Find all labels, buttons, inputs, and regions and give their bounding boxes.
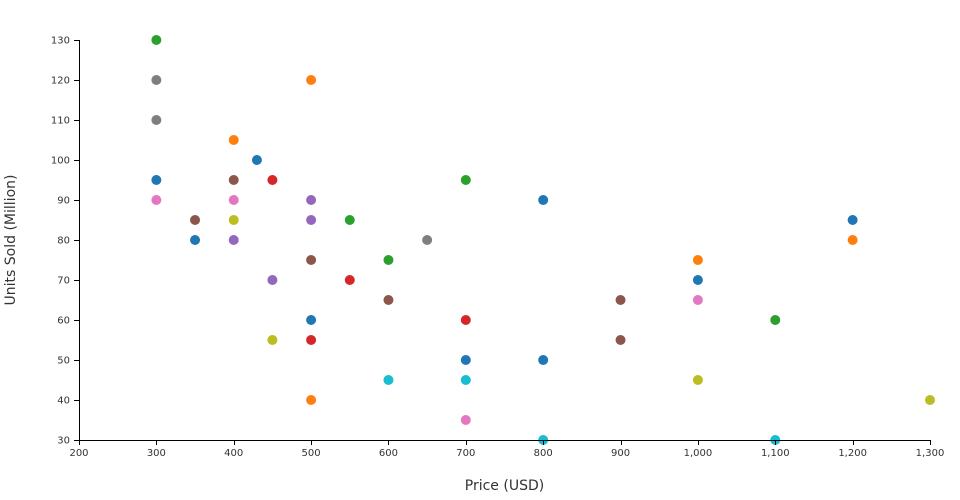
data-point[interactable] <box>383 295 394 305</box>
data-point[interactable] <box>228 175 239 185</box>
y-tick-label: 40 <box>57 396 70 407</box>
data-point[interactable] <box>460 315 471 325</box>
series-10 <box>383 375 781 445</box>
data-point[interactable] <box>460 175 471 185</box>
data-point[interactable] <box>925 395 935 405</box>
data-point[interactable] <box>692 375 703 385</box>
data-point[interactable] <box>538 195 549 205</box>
data-point[interactable] <box>692 255 703 265</box>
data-point[interactable] <box>151 115 162 125</box>
data-point[interactable] <box>422 235 433 245</box>
data-point[interactable] <box>344 215 355 225</box>
y-tick-label: 70 <box>57 276 70 287</box>
series-7 <box>151 195 703 425</box>
y-tick-label: 90 <box>57 196 70 207</box>
x-tick-label: 800 <box>534 448 553 459</box>
x-axis-ticks: 200 300 400 500 600 700 800 900 1,000 1,100 1,200 1… <box>69 440 944 459</box>
data-point[interactable] <box>228 195 239 205</box>
x-tick-label: 1,200 <box>838 448 867 459</box>
data-point[interactable] <box>460 375 471 385</box>
data-point[interactable] <box>267 275 278 285</box>
series-1 <box>151 155 858 365</box>
series-5 <box>228 195 317 285</box>
x-tick-label: 600 <box>379 448 398 459</box>
data-point[interactable] <box>306 395 317 405</box>
data-point[interactable] <box>190 235 201 245</box>
x-tick-label: 1,100 <box>761 448 790 459</box>
data-point[interactable] <box>615 335 626 345</box>
y-tick-label: 80 <box>57 236 70 247</box>
data-point[interactable] <box>306 215 317 225</box>
x-tick-label: 1,300 <box>916 448 945 459</box>
data-point[interactable] <box>383 255 394 265</box>
data-point[interactable] <box>460 355 471 365</box>
y-tick-label: 110 <box>51 116 70 127</box>
series-6 <box>190 175 626 345</box>
y-tick-label: 50 <box>57 356 70 367</box>
data-point[interactable] <box>151 195 162 205</box>
series-4 <box>267 175 471 345</box>
y-tick-label: 130 <box>51 36 70 47</box>
y-axis-title: Units Sold (Million) <box>3 175 19 306</box>
x-tick-label: 300 <box>147 448 166 459</box>
data-point[interactable] <box>151 175 162 185</box>
data-point[interactable] <box>692 275 703 285</box>
data-point[interactable] <box>190 215 201 225</box>
data-point[interactable] <box>615 295 626 305</box>
x-tick-label: 700 <box>456 448 475 459</box>
series-9 <box>228 215 935 405</box>
data-point[interactable] <box>847 215 858 225</box>
data-point[interactable] <box>306 315 317 325</box>
data-point[interactable] <box>538 355 549 365</box>
y-tick-label: 120 <box>51 76 70 87</box>
x-tick-label: 900 <box>611 448 630 459</box>
y-tick-label: 100 <box>51 156 70 167</box>
x-axis-title: Price (USD) <box>465 478 544 494</box>
data-point[interactable] <box>306 255 317 265</box>
y-tick-label: 30 <box>57 436 70 447</box>
data-point[interactable] <box>267 175 278 185</box>
y-axis-ticks: 30 40 50 60 70 80 90 100 110 120 130 <box>51 36 79 447</box>
series-3 <box>151 35 781 325</box>
x-tick-label: 400 <box>224 448 243 459</box>
data-point[interactable] <box>847 235 858 245</box>
data-point[interactable] <box>151 75 162 85</box>
data-point[interactable] <box>228 215 239 225</box>
x-tick-label: 200 <box>69 448 88 459</box>
data-point[interactable] <box>770 315 781 325</box>
x-tick-label: 1,000 <box>684 448 713 459</box>
series-2 <box>228 75 858 405</box>
data-point[interactable] <box>306 75 317 85</box>
data-point[interactable] <box>228 135 239 145</box>
y-tick-label: 60 <box>57 316 70 327</box>
x-tick-label: 500 <box>302 448 321 459</box>
data-point[interactable] <box>344 275 355 285</box>
data-point[interactable] <box>251 155 262 165</box>
data-point[interactable] <box>151 35 162 45</box>
data-point[interactable] <box>306 335 317 345</box>
data-point[interactable] <box>306 195 317 205</box>
data-points <box>151 35 935 445</box>
data-point[interactable] <box>267 335 278 345</box>
data-point[interactable] <box>460 415 471 425</box>
series-8 <box>151 75 433 245</box>
data-point[interactable] <box>228 235 239 245</box>
data-point[interactable] <box>692 295 703 305</box>
data-point[interactable] <box>383 375 394 385</box>
